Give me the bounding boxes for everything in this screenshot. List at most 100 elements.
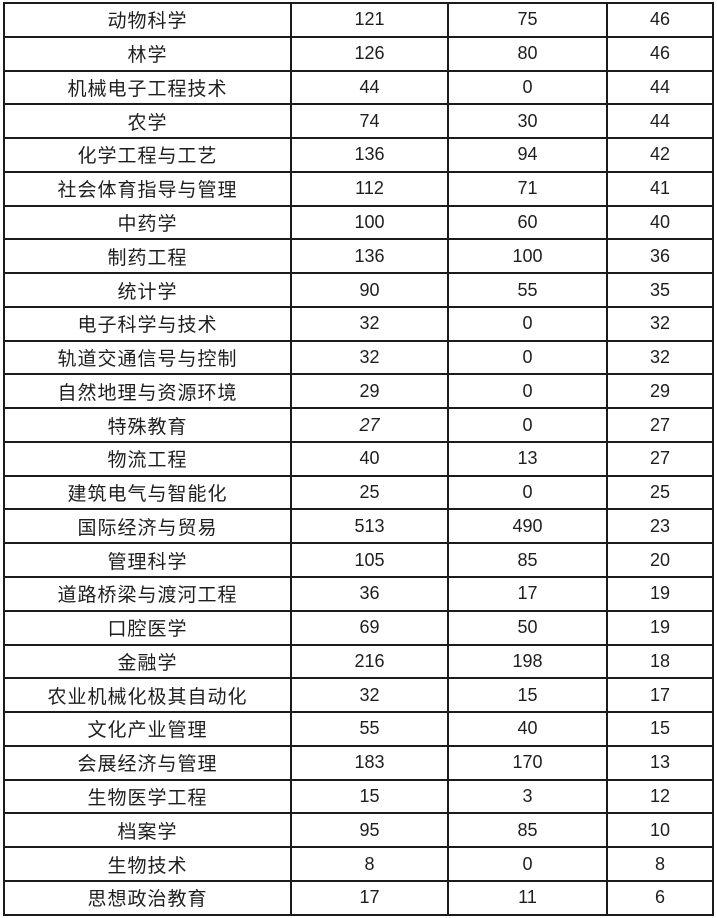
table-row: 物流工程 40 13 27 xyxy=(3,440,714,477)
value-cell-2: 55 xyxy=(447,272,608,308)
major-name-cell: 特殊教育 xyxy=(3,407,292,443)
major-name-cell: 思想政治教育 xyxy=(3,879,292,917)
value-cell-1: 95 xyxy=(290,812,449,849)
value-cell-3: 29 xyxy=(606,373,714,410)
value-cell-2: 0 xyxy=(447,474,608,511)
value-cell-1: 105 xyxy=(290,542,449,579)
table-row: 国际经济与贸易 513 490 23 xyxy=(3,508,714,545)
value-cell-1: 27 xyxy=(290,407,449,443)
major-name-cell: 文化产业管理 xyxy=(3,711,292,747)
table-row: 制药工程 136 100 36 xyxy=(3,238,714,275)
value-cell-2: 170 xyxy=(447,744,608,781)
major-name-cell: 生物技术 xyxy=(3,846,292,882)
major-name-cell: 社会体育指导与管理 xyxy=(3,170,292,207)
value-cell-2: 0 xyxy=(447,305,608,342)
value-cell-1: 74 xyxy=(290,103,449,140)
value-cell-2: 71 xyxy=(447,170,608,207)
value-cell-1: 44 xyxy=(290,69,449,106)
value-cell-2: 0 xyxy=(447,69,608,106)
value-cell-1: 121 xyxy=(290,2,449,38)
value-cell-2: 94 xyxy=(447,137,608,173)
value-cell-1: 32 xyxy=(290,305,449,342)
value-cell-2: 17 xyxy=(447,576,608,612)
value-cell-2: 85 xyxy=(447,542,608,579)
value-cell-3: 23 xyxy=(606,508,714,545)
major-name-cell: 建筑电气与智能化 xyxy=(3,474,292,511)
value-cell-2: 60 xyxy=(447,204,608,241)
value-cell-2: 0 xyxy=(447,373,608,410)
major-name-cell: 物流工程 xyxy=(3,440,292,477)
major-name-cell: 农业机械化极其自动化 xyxy=(3,677,292,714)
major-name-cell: 林学 xyxy=(3,35,292,72)
value-cell-3: 6 xyxy=(606,879,714,917)
major-name-cell: 生物医学工程 xyxy=(3,778,292,815)
value-cell-1: 55 xyxy=(290,711,449,747)
value-cell-3: 19 xyxy=(606,576,714,612)
value-cell-2: 11 xyxy=(447,879,608,917)
major-name-cell: 会展经济与管理 xyxy=(3,744,292,781)
value-cell-1: 36 xyxy=(290,576,449,612)
value-cell-3: 32 xyxy=(606,339,714,376)
value-cell-1: 216 xyxy=(290,643,449,680)
table-row: 化学工程与工艺 136 94 42 xyxy=(3,137,714,173)
table-row: 文化产业管理 55 40 15 xyxy=(3,711,714,747)
majors-table: 动物科学 121 75 46 林学 126 80 46 机械电子工程技术 44 0 44 农学 74 30 4… xyxy=(3,2,714,917)
value-cell-3: 12 xyxy=(606,778,714,815)
value-cell-1: 69 xyxy=(290,609,449,646)
major-name-cell: 档案学 xyxy=(3,812,292,849)
value-cell-3: 27 xyxy=(606,440,714,477)
table-row: 生物技术 8 0 8 xyxy=(3,846,714,882)
value-cell-1: 112 xyxy=(290,170,449,207)
value-cell-3: 44 xyxy=(606,103,714,140)
value-cell-2: 0 xyxy=(447,846,608,882)
value-cell-2: 0 xyxy=(447,407,608,443)
table-row: 生物医学工程 15 3 12 xyxy=(3,778,714,815)
major-name-cell: 统计学 xyxy=(3,272,292,308)
value-cell-2: 50 xyxy=(447,609,608,646)
major-name-cell: 农学 xyxy=(3,103,292,140)
value-cell-3: 46 xyxy=(606,2,714,38)
table-row: 自然地理与资源环境 29 0 29 xyxy=(3,373,714,410)
major-name-cell: 中药学 xyxy=(3,204,292,241)
majors-table-container: 动物科学 121 75 46 林学 126 80 46 机械电子工程技术 44 0 44 农学 74 30 4… xyxy=(3,2,714,917)
major-name-cell: 轨道交通信号与控制 xyxy=(3,339,292,376)
value-cell-3: 19 xyxy=(606,609,714,646)
major-name-cell: 动物科学 xyxy=(3,2,292,38)
value-cell-2: 75 xyxy=(447,2,608,38)
table-row: 农学 74 30 44 xyxy=(3,103,714,140)
table-body: 动物科学 121 75 46 林学 126 80 46 机械电子工程技术 44 0 44 农学 74 30 4… xyxy=(3,2,714,917)
table-row: 档案学 95 85 10 xyxy=(3,812,714,849)
value-cell-3: 41 xyxy=(606,170,714,207)
table-row: 特殊教育 27 0 27 xyxy=(3,407,714,443)
value-cell-2: 80 xyxy=(447,35,608,72)
major-name-cell: 国际经济与贸易 xyxy=(3,508,292,545)
major-name-cell: 制药工程 xyxy=(3,238,292,275)
major-name-cell: 管理科学 xyxy=(3,542,292,579)
value-cell-3: 10 xyxy=(606,812,714,849)
value-cell-1: 15 xyxy=(290,778,449,815)
major-name-cell: 金融学 xyxy=(3,643,292,680)
table-row: 林学 126 80 46 xyxy=(3,35,714,72)
table-row: 会展经济与管理 183 170 13 xyxy=(3,744,714,781)
value-cell-1: 8 xyxy=(290,846,449,882)
table-row: 农业机械化极其自动化 32 15 17 xyxy=(3,677,714,714)
major-name-cell: 自然地理与资源环境 xyxy=(3,373,292,410)
table-row: 中药学 100 60 40 xyxy=(3,204,714,241)
value-cell-1: 183 xyxy=(290,744,449,781)
table-row: 机械电子工程技术 44 0 44 xyxy=(3,69,714,106)
value-cell-1: 29 xyxy=(290,373,449,410)
table-row: 社会体育指导与管理 112 71 41 xyxy=(3,170,714,207)
value-cell-2: 30 xyxy=(447,103,608,140)
value-cell-3: 25 xyxy=(606,474,714,511)
value-cell-3: 36 xyxy=(606,238,714,275)
table-row: 管理科学 105 85 20 xyxy=(3,542,714,579)
table-row: 口腔医学 69 50 19 xyxy=(3,609,714,646)
value-cell-3: 44 xyxy=(606,69,714,106)
value-cell-1: 32 xyxy=(290,339,449,376)
table-row: 电子科学与技术 32 0 32 xyxy=(3,305,714,342)
value-cell-1: 136 xyxy=(290,238,449,275)
value-cell-1: 136 xyxy=(290,137,449,173)
value-cell-2: 0 xyxy=(447,339,608,376)
value-cell-1: 40 xyxy=(290,440,449,477)
value-cell-2: 3 xyxy=(447,778,608,815)
